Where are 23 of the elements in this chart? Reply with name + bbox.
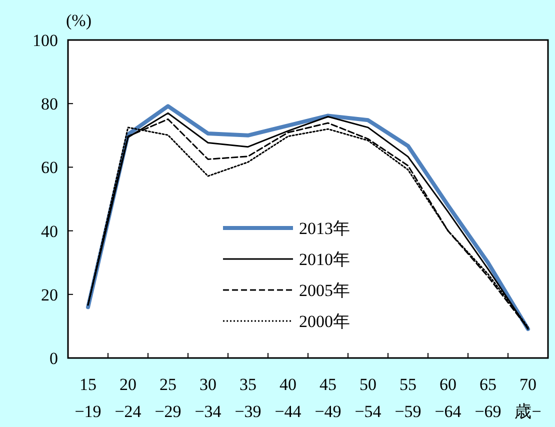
x-tick-label: 70 歳− [514,375,542,421]
x-tick-label: 15 −19 [74,375,102,421]
x-tick-label: 50 −54 [354,375,382,421]
x-tick-label: 30 −34 [194,375,222,421]
y-tick-label: 0 [50,349,58,368]
x-tick-label: 40 −44 [274,375,302,421]
x-tick-label: 45 −49 [314,375,342,421]
legend-label: 2010年 [299,250,350,269]
y-tick-label: 20 [41,285,58,304]
x-tick-label: 60 −64 [434,375,462,421]
legend-label: 2013年 [299,219,350,238]
legend-label: 2005年 [299,281,350,300]
y-tick-label: 100 [32,31,58,50]
x-tick-label: 25 −29 [154,375,182,421]
x-tick-label: 65 −69 [474,375,502,421]
legend-label: 2000年 [299,312,350,331]
y-axis-title: (%) [66,11,92,30]
y-tick-label: 60 [41,158,58,178]
x-tick-label: 20 −24 [114,375,142,421]
x-tick-label: 35 −39 [234,375,262,421]
y-tick-label: 80 [41,94,58,114]
x-tick-label: 55 −59 [394,375,422,421]
y-tick-label: 40 [41,222,58,241]
